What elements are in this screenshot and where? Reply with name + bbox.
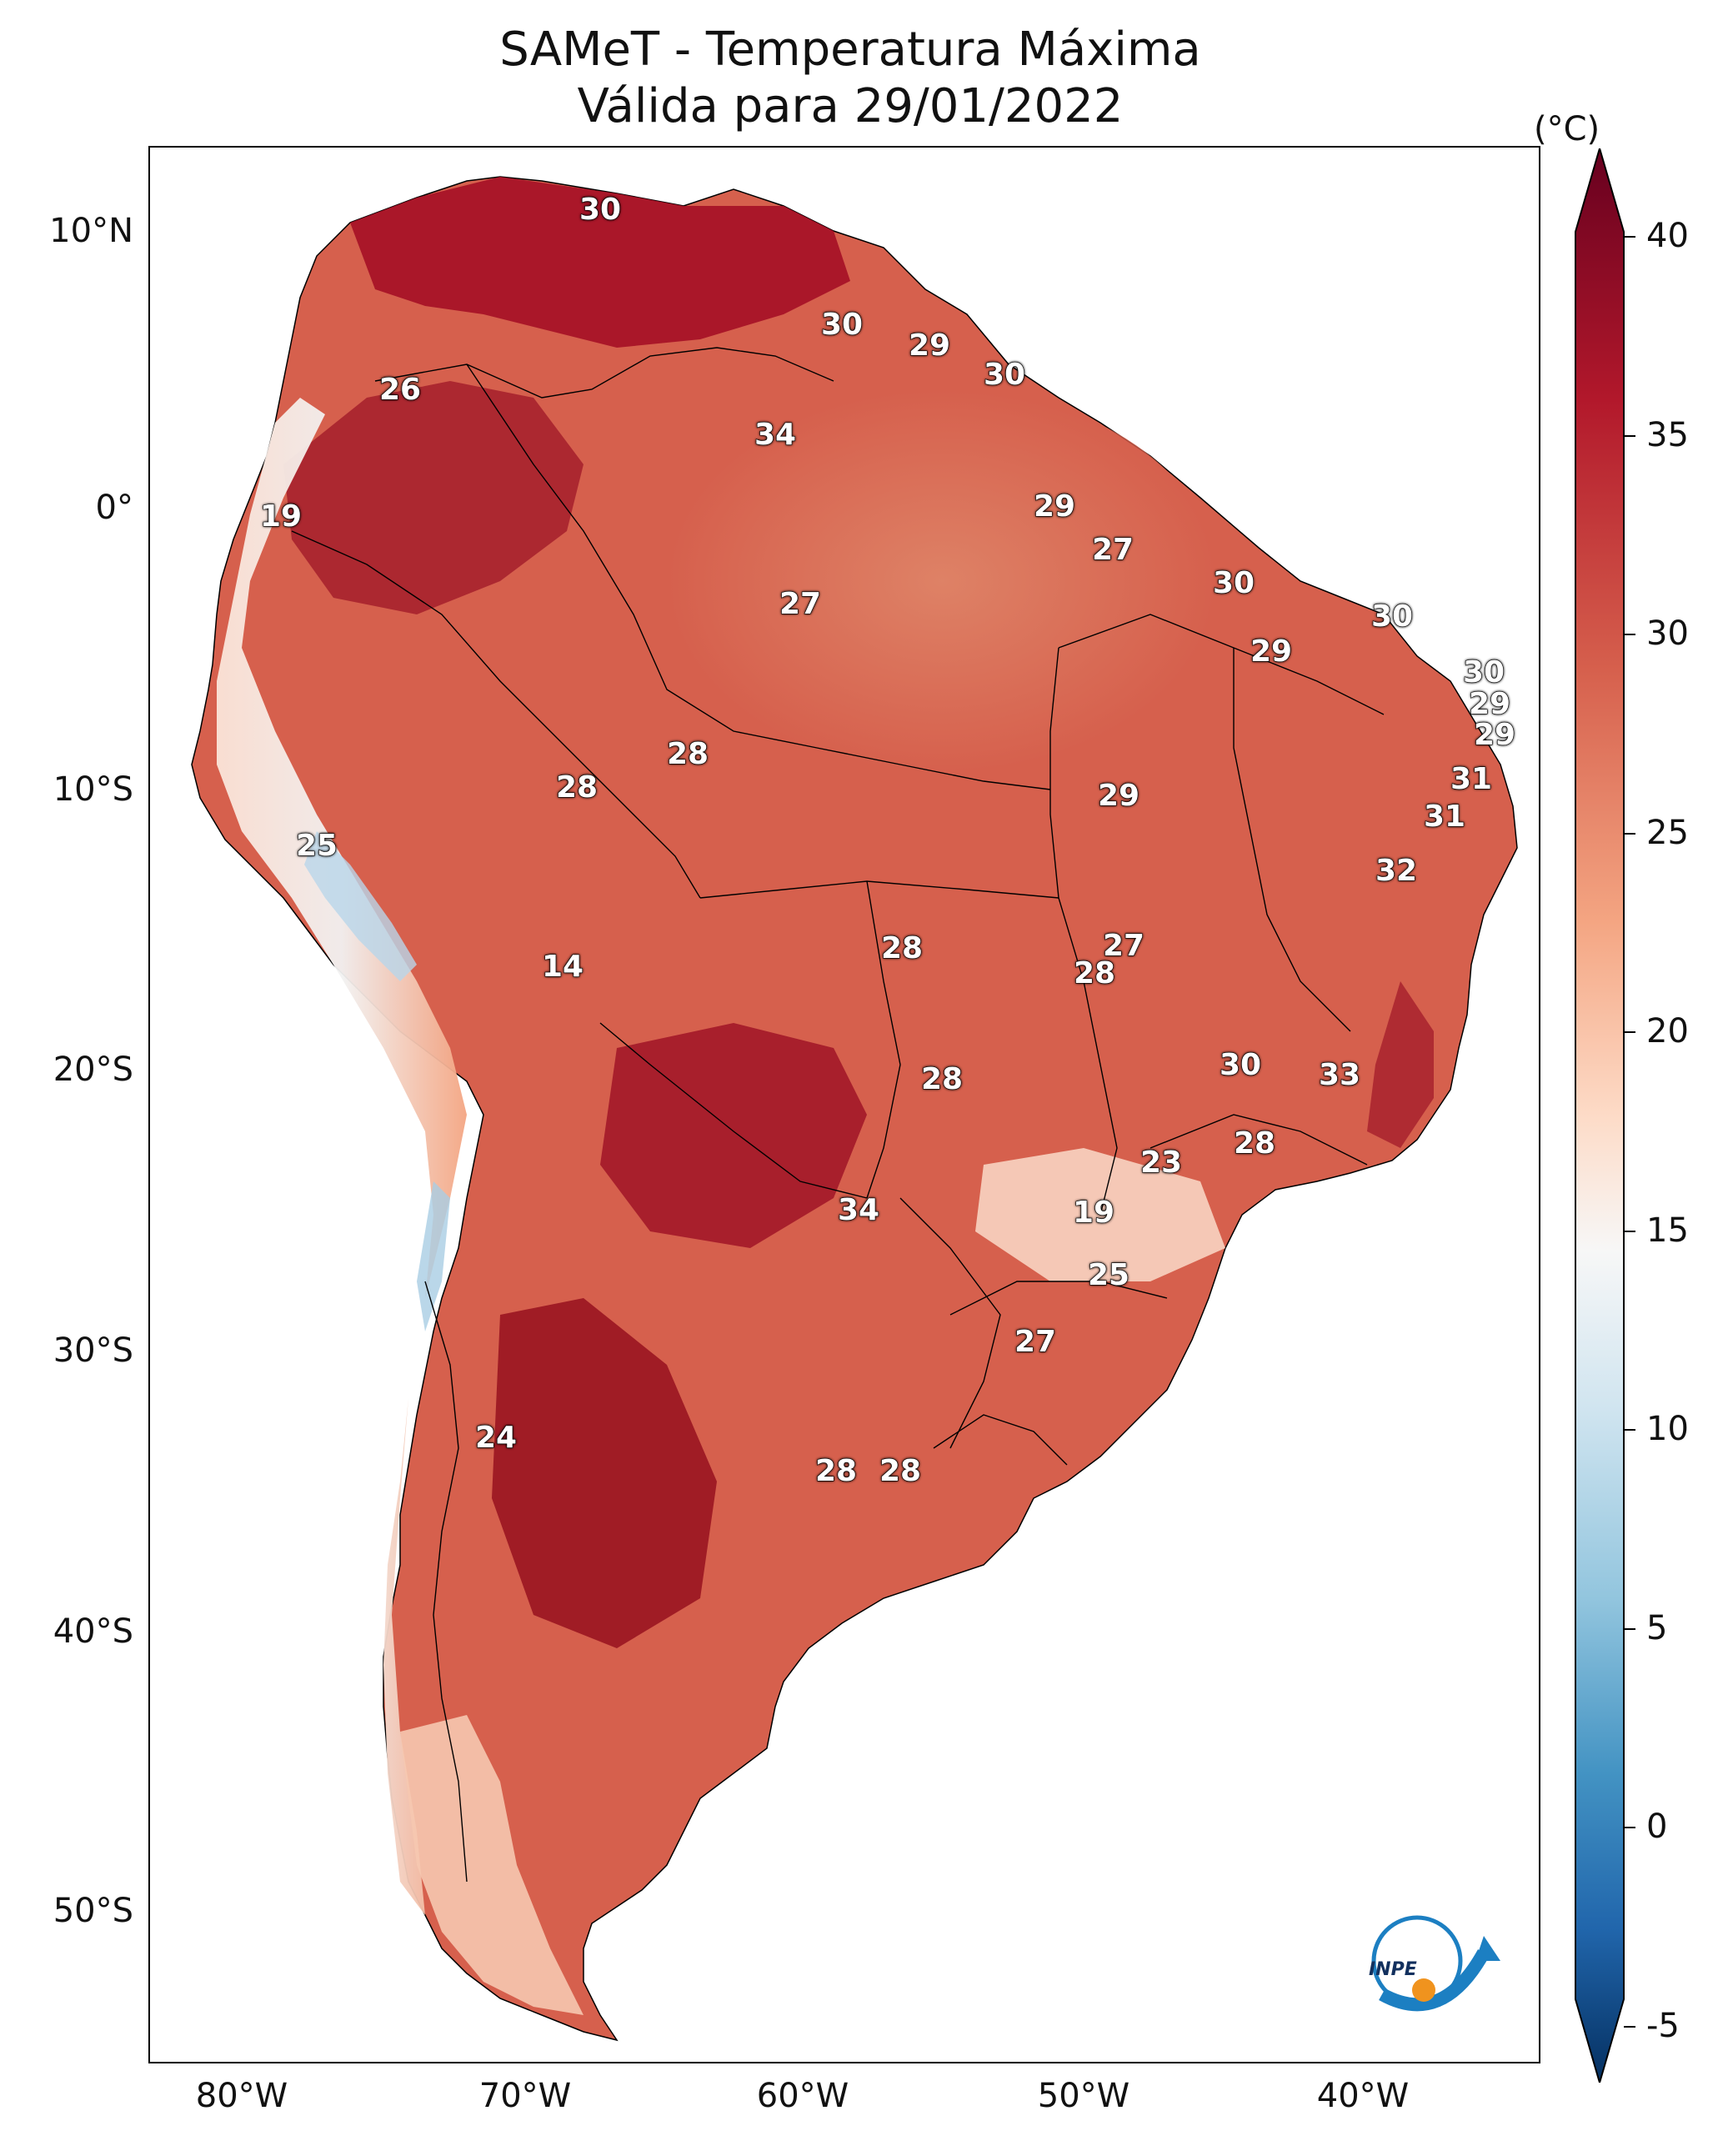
temperature-point-label: 25 [1087,1258,1130,1292]
temperature-point-label: 28 [880,931,924,965]
temperature-point-label: 19 [1072,1196,1115,1230]
temperature-point-label: 29 [1473,718,1516,752]
temperature-point-label: 28 [1233,1126,1276,1161]
colorbar-tick-mark [1624,832,1635,835]
temperature-point-label: 27 [1091,533,1134,567]
temperature-point-label: 29 [1250,634,1293,669]
temperature-point-label: 28 [1073,956,1116,990]
temperature-point-label: 30 [820,308,864,342]
temperature-point-label: 14 [541,950,584,984]
temperature-point-label: 19 [259,499,303,534]
patagonia-cool-zone [400,1715,584,2015]
temperature-point-label: 29 [1033,489,1076,524]
lat-label-30s: 30°S [53,1331,133,1370]
east-coast-hot-zone [1367,981,1434,1148]
lat-label-40s: 40°S [53,1612,133,1651]
colorbar-unit: (°C) [1534,110,1600,148]
lat-label-10s: 10°S [53,770,133,809]
temperature-point-label: 34 [754,418,797,452]
north-hot-zone [350,177,850,348]
political-borders [291,347,1385,1883]
temperature-point-label: 29 [908,328,951,363]
map-frame: INPE [148,146,1540,2063]
inpe-logo-icon [1371,1915,1500,2012]
colorbar-tick-label: -5 [1646,2007,1680,2045]
lon-label-50w: 50°W [1037,2077,1130,2115]
temperature-point-label: 28 [666,737,709,771]
colorbar-tick-mark [1624,2026,1635,2028]
lat-label-0: 0° [95,489,133,527]
colorbar-tick-mark [1624,1827,1635,1829]
inpe-logo: INPE [1359,1903,1509,2028]
colorbar-tick-label: 40 [1646,217,1689,255]
inpe-logo-text: INPE [1369,1959,1417,1980]
colorbar-tick-label: 15 [1646,1211,1689,1250]
temperature-point-label: 30 [1212,566,1255,600]
lat-label-50s: 50°S [53,1892,133,1930]
lon-label-40w: 40°W [1316,2077,1410,2115]
temperature-point-label: 27 [1102,929,1145,963]
altiplano-cold-zone [304,831,417,981]
lat-label-20s: 20°S [53,1050,133,1089]
map-title: SAMeT - Temperatura Máxima [499,23,1201,77]
andes-cold-zone [417,1181,450,1331]
colorbar-tick-label: 35 [1646,415,1689,454]
temperature-point-label: 28 [555,770,599,805]
colorbar-tick-label: 30 [1646,614,1689,654]
temperature-point-label: 23 [1139,1146,1183,1180]
temperature-point-label: 27 [1014,1325,1057,1359]
chaco-hot-zone [600,1023,867,1248]
colorbar-tick-mark [1624,1031,1635,1034]
temperature-point-label: 31 [1423,800,1466,834]
colorbar-tick-mark [1624,634,1635,636]
colorbar-tick-label: 0 [1646,1808,1668,1847]
temperature-point-label: 32 [1375,854,1418,888]
lat-label-10n: 10°N [49,212,133,250]
colorbar-tick-mark [1624,434,1635,437]
colorbar-tick-mark [1624,1230,1635,1232]
temperature-point-label: 30 [1370,599,1414,634]
temperature-point-label: 30 [983,358,1026,392]
temperature-point-label: 30 [1462,655,1505,689]
temperature-point-label: 24 [474,1421,518,1455]
lon-label-60w: 60°W [756,2077,849,2115]
andes-cool-zone [217,398,467,1915]
lon-label-80w: 80°W [195,2077,288,2115]
colorbar-tick-label: 25 [1646,813,1689,852]
colorbar-tick-label: 5 [1646,1608,1668,1647]
temperature-point-label: 33 [1318,1058,1361,1092]
temperature-point-label: 34 [837,1193,880,1227]
temperature-point-label: 27 [779,587,822,621]
amazon-mild-zone [667,389,1217,773]
pampas-hot-zone [492,1298,717,1648]
temperature-point-label: 30 [1219,1048,1262,1082]
colorbar-tick-mark [1624,1429,1635,1431]
map-subtitle: Válida para 29/01/2022 [577,79,1124,133]
temperature-point-label: 28 [879,1454,922,1488]
temperature-point-label: 28 [814,1454,858,1488]
lon-label-70w: 70°W [478,2077,572,2115]
temperature-point-label: 29 [1097,779,1140,813]
colorbar [1575,148,1625,2083]
colorbar-tick-mark [1624,1627,1635,1630]
temperature-point-label: 30 [579,193,622,227]
temperature-point-label: 26 [378,373,422,407]
colorbar-tick-mark [1624,236,1635,238]
temperature-point-label: 28 [920,1062,964,1096]
colorbar-tick-label: 10 [1646,1410,1689,1449]
temperature-point-label: 29 [1468,687,1511,721]
west-amazon-hot-zone [283,381,584,614]
colorbar-tick-label: 20 [1646,1012,1689,1051]
temperature-point-label: 31 [1450,762,1493,796]
map-canvas [191,176,1518,2042]
temperature-point-label: 25 [295,829,338,863]
